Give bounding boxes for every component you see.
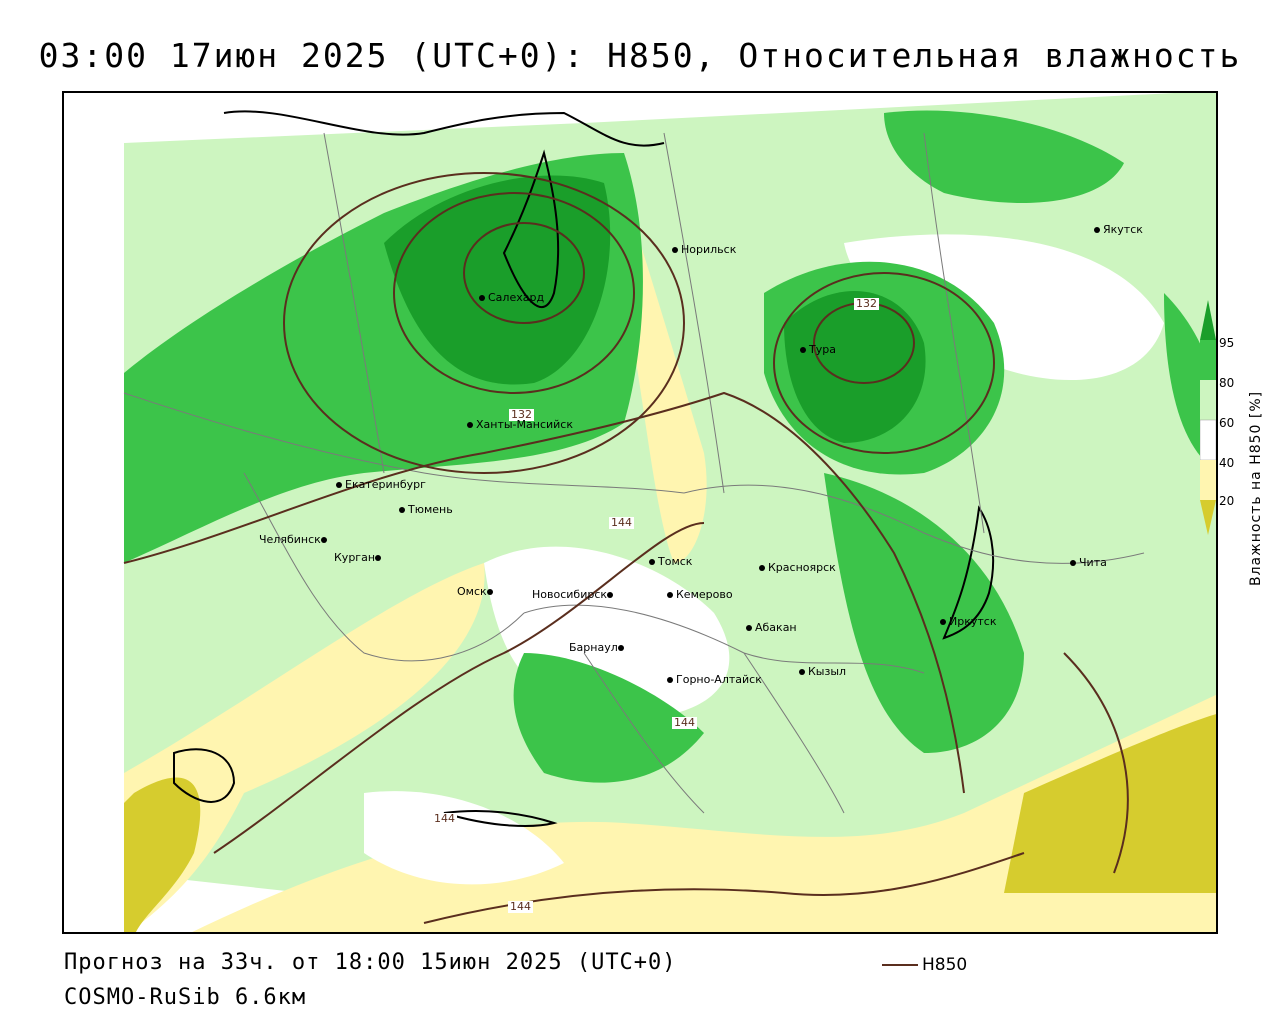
city-label: Барнаул: [569, 641, 627, 654]
isoline-label: 144: [672, 716, 697, 729]
colorbar-tick: 20: [1219, 494, 1235, 508]
isoline-label: 144: [609, 516, 634, 529]
lake-baikal: [942, 505, 995, 640]
city-dot-icon: [486, 589, 493, 595]
city-dot-icon: [617, 645, 624, 651]
isoline-label: 132: [854, 297, 879, 310]
colorbar-label: Влажность на H850 [%]: [1248, 390, 1264, 586]
wet-core-salekhard: [384, 175, 611, 385]
city-dot-icon: [940, 619, 946, 625]
wet-core-tura: [784, 290, 926, 443]
city-dot-icon: [667, 592, 673, 598]
coastline-north: [223, 110, 665, 147]
admin-borders: [123, 132, 1145, 814]
city-label: Тюмень: [399, 503, 453, 516]
city-dot-icon: [1094, 227, 1100, 233]
white-gap-northeast: [844, 234, 1164, 381]
dry-core-southwest: [124, 777, 201, 932]
isoline-144-main: [123, 391, 965, 794]
isoline-144-south: [213, 522, 705, 854]
city-dot-icon: [607, 592, 614, 598]
city-label: Томск: [649, 555, 692, 568]
wet-region-altai: [513, 653, 704, 783]
humidity-field: [123, 93, 1216, 932]
city-dot-icon: [320, 537, 327, 543]
map-title: 03:00 17июн 2025 (UTC+0): H850, Относите…: [38, 36, 1242, 75]
h850-isolines: [123, 172, 1129, 924]
city-dot-icon: [799, 669, 805, 675]
isoline-salekhard-3: [283, 172, 685, 474]
isoline-144-east: [1063, 652, 1129, 874]
wet-region-northeast: [884, 110, 1124, 203]
city-label: Курган: [334, 551, 384, 564]
city-dot-icon: [336, 482, 342, 488]
isoline-label: 144: [432, 812, 457, 825]
city-label: Красноярск: [759, 561, 836, 574]
city-dot-icon: [649, 559, 655, 565]
dry-strip-center: [624, 193, 707, 563]
city-label: Чита: [1070, 556, 1107, 569]
city-label: Екатеринбург: [336, 478, 426, 491]
city-dot-icon: [667, 677, 673, 683]
city-dot-icon: [399, 507, 405, 513]
colorbar-tick: 60: [1219, 416, 1235, 430]
city-dot-icon: [467, 422, 473, 428]
city-label: Якутск: [1094, 223, 1143, 236]
colorbar-tick: 95: [1219, 336, 1235, 350]
colorbar-tick: 40: [1219, 456, 1235, 470]
city-dot-icon: [672, 247, 678, 253]
colorbar: [1200, 300, 1216, 535]
isoline-label: 144: [508, 900, 533, 913]
colorbar-tick: 80: [1219, 376, 1235, 390]
lake-balkhash: [443, 810, 558, 827]
forecast-info: Прогноз на 33ч. от 18:00 15июн 2025 (UTC…: [64, 950, 677, 975]
isoline-salekhard-1: [463, 222, 585, 324]
lake-aral: [173, 748, 236, 803]
city-label: Тура: [800, 343, 836, 356]
city-label: Кызыл: [799, 665, 846, 678]
city-dot-icon: [1070, 560, 1076, 566]
city-label: Иркутск: [940, 615, 996, 628]
city-label: Норильск: [672, 243, 736, 256]
dry-band-southwest: [124, 563, 485, 932]
city-dot-icon: [746, 625, 752, 631]
isoline-label: 132: [509, 408, 534, 421]
city-dot-icon: [479, 295, 485, 301]
coastline-yamal: [502, 149, 560, 308]
city-label: Омск: [457, 585, 496, 598]
city-dot-icon: [759, 565, 765, 571]
city-dot-icon: [800, 347, 806, 353]
city-label: Челябинск: [259, 533, 330, 546]
model-name: COSMO-RuSib 6.6км: [64, 985, 307, 1010]
wet-region-irkutsk: [824, 473, 1024, 753]
dry-core-southeast: [1004, 714, 1216, 893]
isoline-tura-2: [773, 272, 995, 454]
city-label: Горно-Алтайск: [667, 673, 762, 686]
city-label: Кемерово: [667, 588, 733, 601]
white-gap-south: [364, 791, 564, 885]
city-label: Ханты-Мансийск: [467, 418, 573, 431]
city-label: Новосибирск: [532, 588, 616, 601]
h850-line-icon: [882, 964, 918, 966]
isoline-salekhard-2: [393, 192, 635, 394]
city-dot-icon: [375, 555, 382, 561]
city-label: Абакан: [746, 621, 797, 634]
map-area: 132 132 144 144 144 144 Якутск Норильск …: [62, 91, 1218, 934]
legend-h850: H850: [882, 955, 967, 975]
city-label: Салехард: [479, 291, 544, 304]
